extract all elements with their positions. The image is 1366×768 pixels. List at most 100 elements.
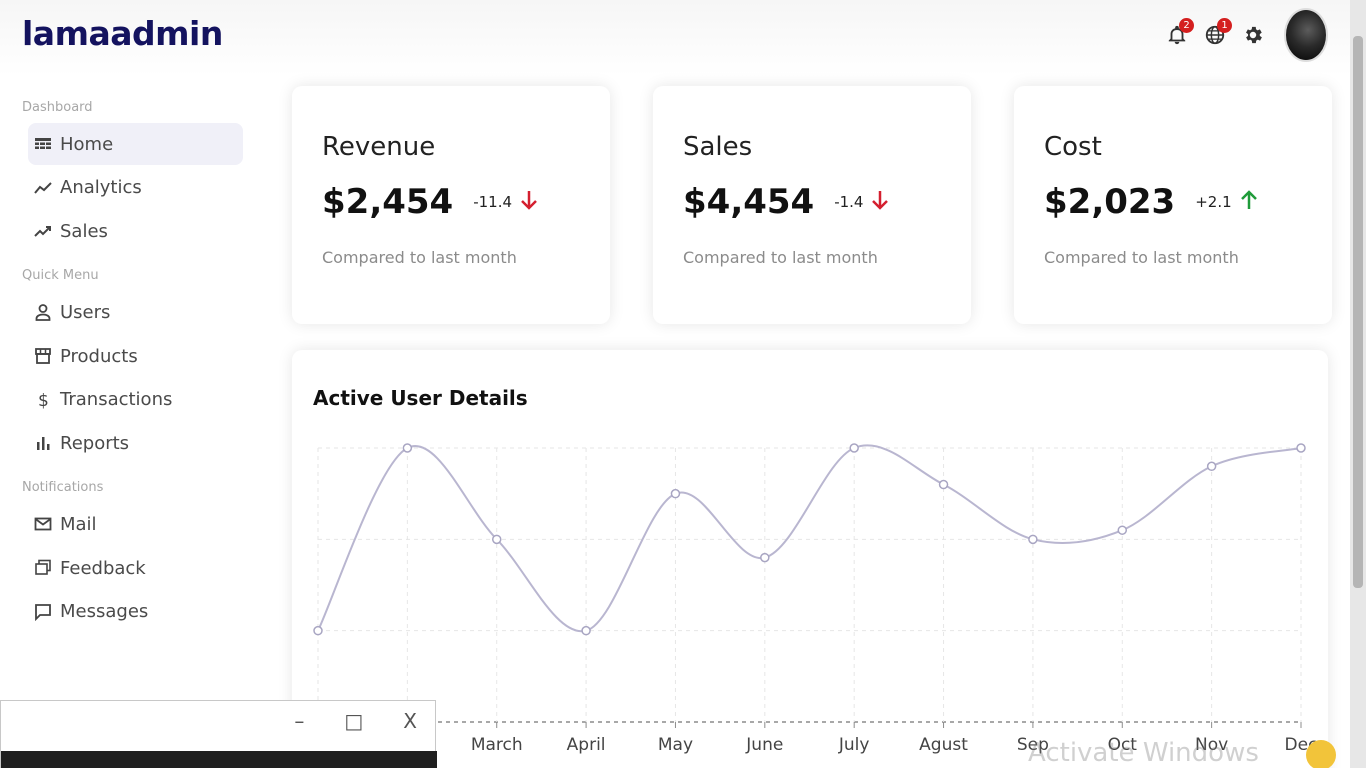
active-user-chart: March April May June July Agust Sep Oct Nov Dec xyxy=(313,443,1317,755)
data-point[interactable] xyxy=(670,488,681,499)
card-rate: +2.1 xyxy=(1195,189,1257,215)
card-title: Revenue xyxy=(322,132,436,162)
sidebar-item-label: Analytics xyxy=(60,177,142,199)
arrow-down-icon xyxy=(871,189,889,215)
sales-card: Sales $4,454 -1.4 Compared to last month xyxy=(653,86,971,324)
card-title: Sales xyxy=(683,132,753,162)
sidebar-section-dashboard: Dashboard Home Analytics Sales xyxy=(0,100,270,252)
card-value: $2,454 xyxy=(322,182,454,222)
section-title: Notifications xyxy=(22,480,104,496)
data-point[interactable] xyxy=(581,625,591,636)
data-point[interactable] xyxy=(313,625,323,636)
sidebar-item-feedback[interactable]: Feedback xyxy=(28,547,243,589)
x-tick-label: April xyxy=(567,735,606,755)
topbar-icons: 2 1 xyxy=(1164,8,1328,62)
x-tick-label: June xyxy=(745,735,783,755)
arrow-down-icon xyxy=(520,189,538,215)
sidebar-item-sales[interactable]: Sales xyxy=(28,210,243,252)
dollar-icon: $ xyxy=(34,391,52,409)
scrollbar-thumb[interactable] xyxy=(1353,36,1363,588)
cost-card: Cost $2,023 +2.1 Compared to last month xyxy=(1014,86,1332,324)
sidebar-section-notifications: Notifications Mail Feedback Messages xyxy=(0,480,270,632)
data-point[interactable] xyxy=(938,479,949,490)
data-point[interactable] xyxy=(1028,534,1038,545)
card-rate-value: +2.1 xyxy=(1195,193,1232,211)
notifications-button[interactable]: 2 xyxy=(1164,18,1194,50)
card-value: $4,454 xyxy=(683,182,815,222)
notifications-badge: 2 xyxy=(1179,18,1194,33)
chart-card: Active User Details March April May June Jul… xyxy=(292,350,1328,768)
language-button[interactable]: 1 xyxy=(1202,18,1232,50)
sidebar-item-messages[interactable]: Messages xyxy=(28,591,243,633)
x-tick-label: Agust xyxy=(919,735,968,755)
windows-watermark: Activate Windows xyxy=(1028,738,1259,768)
mini-window: – □ X xyxy=(0,700,437,768)
floating-button[interactable] xyxy=(1306,740,1336,768)
sidebar-item-mail[interactable]: Mail xyxy=(28,503,243,545)
sidebar-item-label: Sales xyxy=(60,220,108,242)
gear-icon xyxy=(1246,26,1262,44)
revenue-card: Revenue $2,454 -11.4 Compared to last mo… xyxy=(292,86,610,324)
feedback-icon xyxy=(34,559,52,577)
sidebar-item-label: Home xyxy=(60,133,114,155)
sidebar-section-quick-menu: Quick Menu Users Products $ Transactions… xyxy=(0,268,270,464)
sidebar-item-users[interactable]: Users xyxy=(28,291,243,333)
trending-up-icon xyxy=(34,222,52,240)
card-rate-value: -1.4 xyxy=(834,193,864,211)
sidebar-item-transactions[interactable]: $ Transactions xyxy=(28,379,243,421)
x-tick-label: Sep xyxy=(1017,735,1049,755)
x-tick-label: Nov xyxy=(1195,735,1228,755)
sidebar-item-label: Products xyxy=(60,345,138,367)
minimize-button[interactable]: – xyxy=(294,709,305,733)
window-controls: – □ X xyxy=(294,709,417,733)
data-point[interactable] xyxy=(491,534,502,545)
avatar[interactable] xyxy=(1284,8,1328,62)
x-tick-label: July xyxy=(838,735,870,755)
chat-icon xyxy=(34,603,52,621)
mail-icon xyxy=(34,515,52,533)
card-value: $2,023 xyxy=(1044,182,1176,222)
scrollbar[interactable] xyxy=(1350,0,1366,768)
data-point[interactable] xyxy=(1206,461,1217,472)
sidebar-item-reports[interactable]: Reports xyxy=(28,422,243,464)
sidebar: Dashboard Home Analytics Sales Quick Men… xyxy=(0,100,270,700)
data-point[interactable] xyxy=(402,443,413,453)
language-badge: 1 xyxy=(1217,18,1232,33)
card-subtitle: Compared to last month xyxy=(683,248,878,267)
data-point[interactable] xyxy=(760,552,770,563)
x-tick-label: May xyxy=(658,735,693,755)
sidebar-item-label: Feedback xyxy=(60,557,146,579)
close-button[interactable]: X xyxy=(403,709,417,733)
timeline-icon xyxy=(34,179,52,197)
data-point[interactable] xyxy=(849,443,859,453)
table-icon xyxy=(34,135,52,153)
sidebar-item-label: Transactions xyxy=(60,389,173,411)
sidebar-item-products[interactable]: Products xyxy=(28,335,243,377)
mini-window-content xyxy=(1,751,437,768)
x-tick-label: March xyxy=(471,735,523,755)
sidebar-item-analytics[interactable]: Analytics xyxy=(28,167,243,209)
sidebar-item-label: Messages xyxy=(60,601,149,623)
card-subtitle: Compared to last month xyxy=(1044,248,1239,267)
sidebar-item-label: Reports xyxy=(60,432,130,454)
maximize-button[interactable]: □ xyxy=(344,709,364,733)
card-rate: -11.4 xyxy=(473,189,538,215)
sidebar-item-label: Mail xyxy=(60,513,97,535)
storefront-icon xyxy=(34,347,52,365)
settings-button[interactable] xyxy=(1240,20,1266,50)
card-subtitle: Compared to last month xyxy=(322,248,517,267)
x-tick-label: Oct xyxy=(1108,735,1138,755)
svg-text:$: $ xyxy=(38,391,49,409)
card-title: Cost xyxy=(1044,132,1102,162)
card-rate-value: -11.4 xyxy=(473,193,513,211)
feature-cards: Revenue $2,454 -11.4 Compared to last mo… xyxy=(292,86,1332,324)
arrow-up-icon xyxy=(1240,189,1258,215)
data-point[interactable] xyxy=(1117,525,1128,535)
user-icon xyxy=(34,303,52,322)
bar-chart-icon xyxy=(34,434,52,452)
logo[interactable]: lamaadmin xyxy=(22,14,223,53)
topbar: lamaadmin 2 1 xyxy=(0,0,1350,76)
sidebar-item-home[interactable]: Home xyxy=(28,123,243,165)
data-point[interactable] xyxy=(1296,443,1306,453)
series-line xyxy=(317,444,1302,633)
